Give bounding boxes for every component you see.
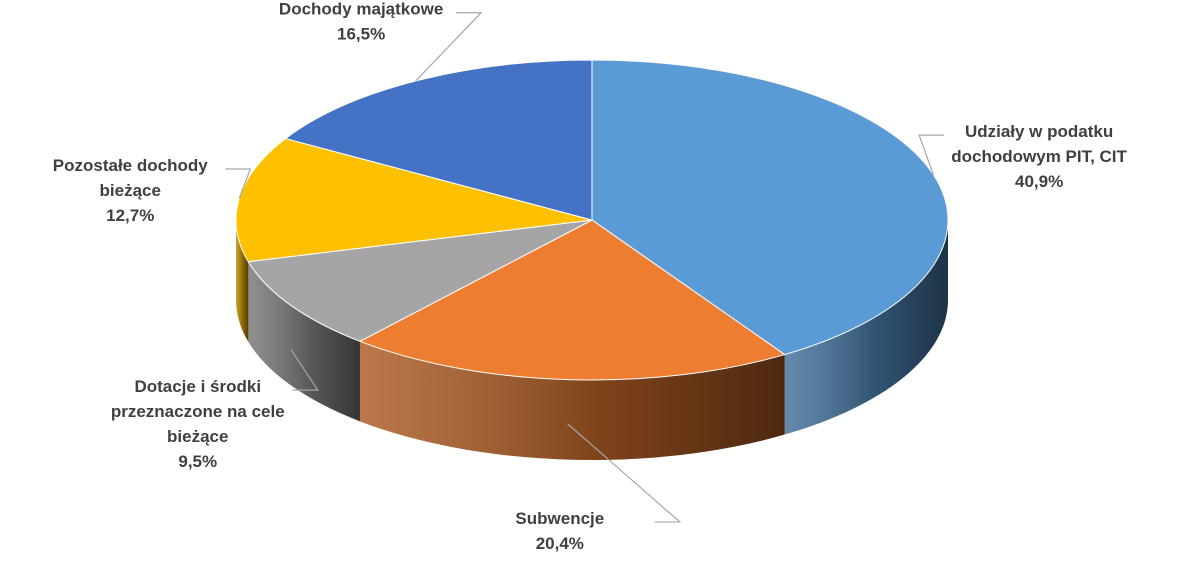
- leader-line-1: [567, 423, 682, 523]
- slice-name-label: Udziały w podatku: [965, 122, 1113, 141]
- slice-1: [358, 219, 786, 381]
- leader-line-0: [918, 134, 945, 176]
- slice-name-label: Dotacje i środki: [134, 377, 261, 396]
- slice-2: [247, 219, 593, 342]
- leader-line-4: [415, 12, 483, 82]
- slice-name-label: Pozostałe dochody: [53, 156, 208, 175]
- slice-value-label: 20,4%: [536, 534, 584, 553]
- slice-side-shade-3: [236, 220, 249, 342]
- slice-value-label: 40,9%: [1015, 172, 1063, 191]
- slice-side-shade-1: [359, 341, 785, 461]
- slice-label-3: Pozostałe dochody bieżące 12,7%: [53, 156, 208, 225]
- leader-line-2: [290, 348, 319, 391]
- pie-slices: [235, 59, 949, 381]
- slice-name-label: bieżące: [100, 181, 161, 200]
- slice-name-label: przeznaczone na cele: [111, 402, 285, 421]
- slice-name-label: Subwencje: [515, 509, 604, 528]
- slice-label-2: Dotacje i środki przeznaczone na cele bież…: [111, 377, 285, 471]
- leader-lines: [225, 12, 945, 523]
- slice-value-label: 9,5%: [178, 452, 217, 471]
- slice-name-label: bieżące: [167, 427, 228, 446]
- slice-value-label: 16,5%: [337, 25, 385, 44]
- slice-name-label: Dochody majątkowe: [279, 0, 443, 19]
- slice-side-shade-2: [248, 261, 360, 422]
- slice-name-label: dochodowym PIT, CIT: [951, 147, 1127, 166]
- slice-value-label: 12,7%: [106, 206, 154, 225]
- pie-sides: [236, 220, 949, 461]
- slice-label-4: Dochody majątkowe 16,5%: [279, 0, 443, 44]
- slice-side-shade-0: [784, 220, 949, 435]
- slice-label-0: Udziały w podatku dochodowym PIT, CIT 40,9…: [951, 122, 1127, 191]
- data-labels: Udziały w podatku dochodowym PIT, CIT 40,9…: [53, 0, 1128, 553]
- leader-line-3: [225, 168, 252, 199]
- slice-label-1: Subwencje 20,4%: [515, 509, 604, 553]
